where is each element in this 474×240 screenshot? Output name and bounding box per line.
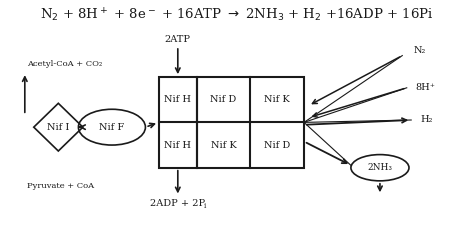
Text: Nif D: Nif D bbox=[210, 95, 237, 104]
Text: Nif H: Nif H bbox=[164, 141, 191, 150]
Text: N₂: N₂ bbox=[413, 46, 426, 55]
Text: N$_2$ + 8H$^+$ + 8e$^-$ + 16ATP $\rightarrow$ 2NH$_3$ + H$_2$ +16ADP + 16Pi: N$_2$ + 8H$^+$ + 8e$^-$ + 16ATP $\righta… bbox=[40, 7, 434, 24]
Bar bbox=[197, 77, 304, 168]
Text: Nif F: Nif F bbox=[99, 123, 125, 132]
Text: Nif I: Nif I bbox=[47, 123, 70, 132]
Text: Acetyl-CoA + CO₂: Acetyl-CoA + CO₂ bbox=[27, 60, 102, 67]
Text: i: i bbox=[204, 202, 206, 210]
Text: 2ADP + 2P: 2ADP + 2P bbox=[150, 199, 205, 208]
Text: Pyruvate + CoA: Pyruvate + CoA bbox=[27, 182, 94, 190]
Text: 2ATP: 2ATP bbox=[165, 35, 191, 44]
Text: Nif D: Nif D bbox=[264, 141, 291, 150]
Text: Nif K: Nif K bbox=[211, 141, 237, 150]
Text: Nif H: Nif H bbox=[164, 95, 191, 104]
Text: 2NH₃: 2NH₃ bbox=[367, 163, 392, 172]
Text: Nif K: Nif K bbox=[264, 95, 290, 104]
Text: H₂: H₂ bbox=[420, 115, 433, 125]
Bar bbox=[159, 77, 197, 168]
Text: 8H⁺: 8H⁺ bbox=[416, 83, 436, 92]
